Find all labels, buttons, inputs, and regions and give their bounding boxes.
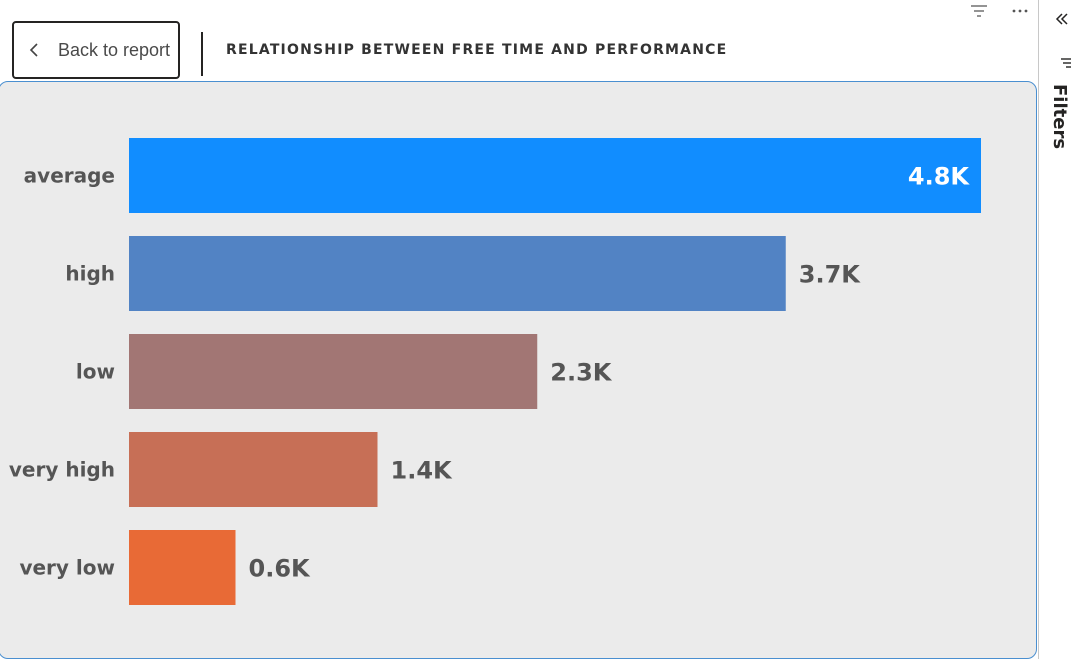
category-label: low	[76, 360, 115, 384]
bar-very-high[interactable]	[129, 432, 378, 507]
bar-average[interactable]	[129, 138, 981, 213]
bar-very-low[interactable]	[129, 530, 236, 605]
visual-card: average 4.8K high 3.7K low 2.3K very high 1.4K v…	[0, 81, 1037, 659]
category-label: average	[24, 164, 115, 188]
page-title: RELATIONSHIP BETWEEN FREE TIME AND PERFO…	[226, 42, 728, 58]
filter-icon[interactable]	[1059, 55, 1073, 74]
data-label: 4.8K	[908, 163, 971, 191]
filters-pane-label[interactable]: Filters	[1049, 84, 1070, 150]
header-divider	[201, 32, 203, 76]
bar-chart: average 4.8K high 3.7K low 2.3K very high 1.4K v…	[9, 138, 981, 605]
category-label: very high	[9, 458, 115, 482]
category-label: very low	[19, 556, 115, 580]
double-chevron-left-icon[interactable]	[1054, 8, 1070, 32]
data-label: 3.7K	[799, 261, 862, 289]
chevron-left-icon	[29, 43, 38, 57]
back-to-report-button[interactable]: Back to report	[12, 21, 180, 79]
filter-lines-icon[interactable]	[966, 0, 992, 22]
more-options-icon[interactable]	[1006, 0, 1034, 22]
back-to-report-label: Back to report	[58, 39, 171, 60]
bar-high[interactable]	[129, 236, 786, 311]
data-label: 1.4K	[391, 457, 454, 485]
data-label: 0.6K	[249, 555, 312, 583]
data-label: 2.3K	[550, 359, 613, 387]
category-label: high	[65, 262, 115, 286]
filters-pane: Filters	[1038, 0, 1090, 659]
bar-low[interactable]	[129, 334, 538, 409]
